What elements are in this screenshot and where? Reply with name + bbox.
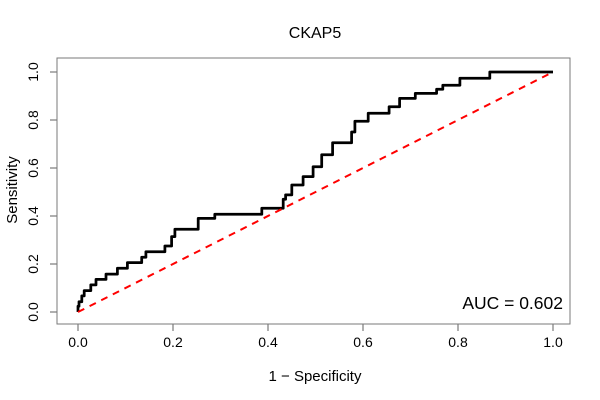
x-tick-label: 0.0 <box>68 334 88 350</box>
y-tick-label: 0.4 <box>25 206 41 226</box>
x-tick-label: 1.0 <box>543 334 563 350</box>
chart-title: CKAP5 <box>289 25 342 42</box>
roc-curve <box>76 70 553 312</box>
y-tick-label: 1.0 <box>25 62 41 82</box>
auc-annotation: AUC = 0.602 <box>462 293 563 313</box>
y-axis-label: Sensitivity <box>4 156 21 224</box>
y-tick-label: 0.8 <box>25 110 41 130</box>
x-tick-label: 0.4 <box>258 334 278 350</box>
y-tick-label: 0.2 <box>25 254 41 274</box>
y-axis: 0.0 0.2 0.4 0.6 0.8 1.0 <box>25 62 57 322</box>
y-tick-label: 0.6 <box>25 158 41 178</box>
y-tick-label: 0.0 <box>25 302 41 322</box>
plot-box <box>56 57 571 325</box>
x-tick-label: 0.2 <box>163 334 183 350</box>
x-tick-label: 0.6 <box>353 334 373 350</box>
x-axis: 0.0 0.2 0.4 0.6 0.8 1.0 <box>68 324 563 350</box>
x-axis-label: 1 − Specificity <box>269 368 362 385</box>
diagonal-reference-line <box>77 71 554 313</box>
plot-series <box>76 70 554 313</box>
x-tick-label: 0.8 <box>448 334 468 350</box>
